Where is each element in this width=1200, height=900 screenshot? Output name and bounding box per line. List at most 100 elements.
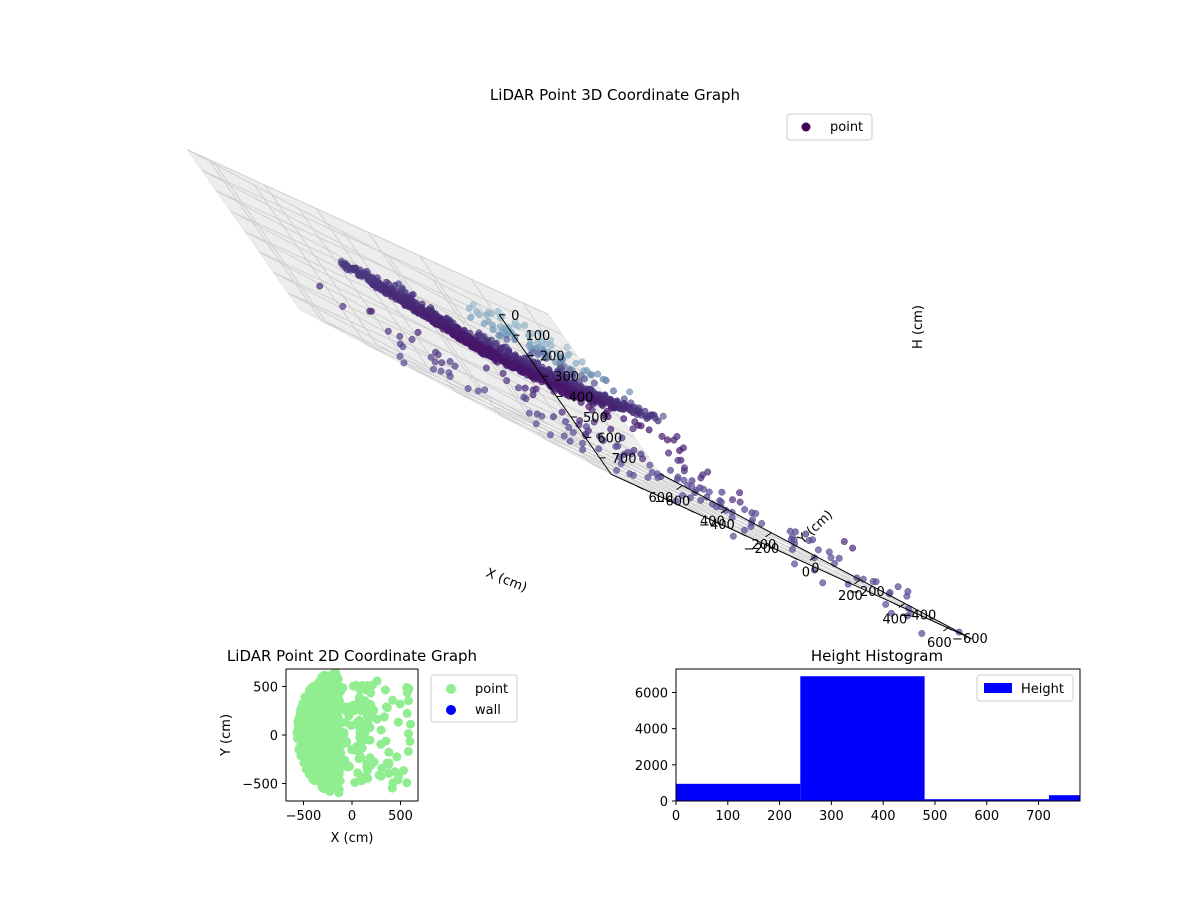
data-point — [588, 406, 596, 414]
scatter-point — [382, 703, 392, 713]
data-point — [825, 548, 833, 556]
scatter-point — [309, 740, 319, 750]
chart-2d-ticks: −500 0 500 −500 0 500 — [242, 680, 413, 824]
data-point — [569, 428, 577, 436]
histogram-bar — [924, 799, 1049, 801]
data-point — [903, 592, 911, 600]
histogram-bar — [1048, 795, 1080, 801]
data-point — [525, 342, 533, 350]
data-point — [903, 612, 911, 620]
scatter-point — [369, 705, 379, 715]
y-tick-label: −500 — [242, 778, 278, 793]
data-point — [814, 546, 822, 554]
data-point — [482, 364, 490, 372]
data-point — [511, 321, 519, 329]
data-point — [680, 476, 688, 484]
scatter-point — [315, 712, 325, 721]
histogram-title: Height Histogram — [811, 647, 943, 665]
data-point — [582, 423, 590, 431]
data-point — [631, 418, 639, 426]
data-point — [752, 510, 760, 517]
data-point — [659, 412, 667, 420]
grid-line-z-back — [287, 292, 600, 459]
data-point — [681, 464, 688, 472]
data-point — [396, 332, 404, 340]
x-tick — [765, 532, 772, 538]
grid-line-z-back — [187, 149, 500, 316]
data-point — [520, 393, 528, 401]
data-point — [515, 384, 522, 392]
data-point — [521, 322, 529, 330]
data-point — [400, 359, 408, 367]
data-point — [558, 388, 566, 396]
data-point — [736, 489, 744, 497]
scatter-point — [402, 778, 412, 788]
data-point — [562, 418, 569, 426]
data-point — [741, 526, 748, 534]
data-point — [790, 536, 798, 544]
scatter-point — [308, 719, 318, 729]
scatter-point — [354, 754, 364, 764]
scatter-point — [403, 729, 413, 739]
data-point — [809, 536, 817, 544]
scatter-point — [313, 733, 323, 743]
scatter-point — [395, 699, 405, 709]
grid-line-z-side — [187, 149, 549, 315]
y-tick — [894, 603, 901, 607]
data-point — [599, 437, 607, 445]
y-tick — [636, 485, 644, 490]
y-tick-label: −600 — [952, 632, 988, 647]
scatter-point — [301, 701, 310, 711]
data-point — [572, 359, 580, 367]
scatter-point — [332, 774, 342, 784]
data-point — [399, 343, 407, 351]
x-tick — [854, 579, 861, 585]
data-point — [595, 432, 603, 440]
scatter-point — [332, 719, 342, 729]
scatter-point — [381, 736, 391, 746]
histogram-bars — [676, 676, 1080, 801]
scatter-point — [393, 775, 403, 785]
grid-line-x-back — [298, 208, 412, 369]
data-point — [316, 282, 324, 290]
data-point — [676, 447, 684, 454]
z-tick-label: 700 — [612, 452, 637, 467]
x-tick-label: 200 — [838, 589, 863, 604]
histogram-bar — [800, 676, 925, 801]
data-point — [451, 362, 459, 370]
grid-line-x-back — [253, 184, 367, 345]
x-tick-label: −400 — [699, 518, 735, 533]
data-point — [620, 415, 628, 423]
data-point — [626, 388, 634, 396]
data-point — [578, 358, 586, 366]
scatter-point — [368, 680, 378, 690]
chart-3d-title: LiDAR Point 3D Coordinate Graph — [490, 86, 740, 104]
data-point — [434, 351, 442, 359]
chart-3d-legend-marker — [801, 122, 811, 132]
scatter-point — [393, 717, 403, 727]
scatter-point — [295, 716, 305, 726]
y-tick-label: 0 — [660, 795, 668, 810]
scatter-point — [331, 669, 341, 678]
data-point — [835, 554, 843, 562]
data-point — [616, 453, 624, 461]
histogram-legend-swatch — [984, 683, 1012, 693]
data-point — [614, 442, 622, 450]
data-point — [408, 336, 416, 343]
scatter-point — [388, 695, 398, 705]
data-point — [481, 386, 489, 394]
scatter-point — [365, 735, 375, 745]
data-point — [495, 331, 503, 339]
z-tick-label: 400 — [569, 391, 594, 406]
data-point — [537, 330, 544, 337]
data-point — [594, 370, 602, 378]
y-tick-label: 2000 — [635, 759, 668, 774]
y-tick — [791, 556, 798, 560]
grid-line-y-floor — [582, 438, 895, 604]
scatter-point — [405, 737, 415, 746]
scatter-point — [390, 767, 400, 777]
data-point — [741, 506, 749, 513]
y-tick-label: 500 — [253, 680, 278, 695]
data-point — [894, 583, 902, 591]
